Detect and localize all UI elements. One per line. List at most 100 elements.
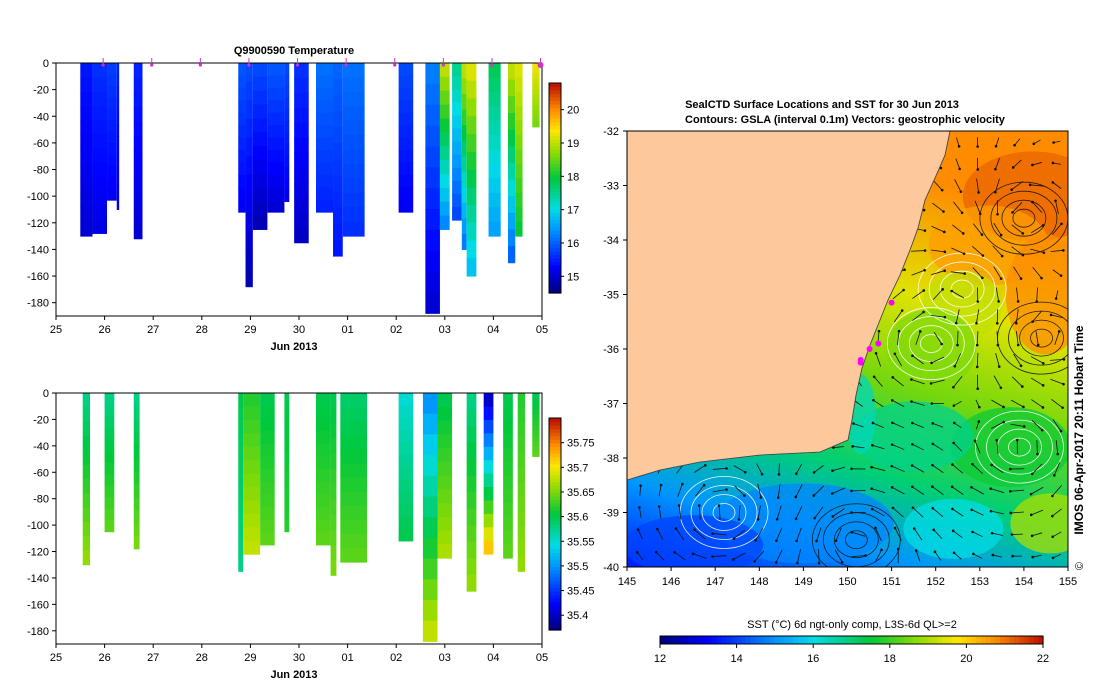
profile-cell xyxy=(515,135,523,151)
vector-head xyxy=(870,487,873,490)
profile-cell xyxy=(398,137,414,151)
profile-cell xyxy=(316,112,334,126)
profile-cell xyxy=(461,233,467,250)
profile-cell xyxy=(80,91,93,107)
vector-head xyxy=(775,517,779,521)
velocity-vector xyxy=(932,289,943,300)
velocity-vector xyxy=(892,507,904,518)
y-tick-label: -120 xyxy=(27,218,49,230)
profile-cell xyxy=(267,125,285,139)
colorbar-segment xyxy=(549,272,561,277)
vector-head xyxy=(870,507,874,511)
profile-cell xyxy=(294,77,309,94)
colorbar-segment xyxy=(549,605,561,610)
colorbar-segment xyxy=(549,421,561,426)
profile-cell xyxy=(461,140,467,157)
profile-cell xyxy=(532,116,540,123)
velocity-vector xyxy=(912,422,924,428)
profile-cell xyxy=(252,118,268,133)
salinity-x-ticks: 25 26 27 28 29 30 01 02 03 04 05 xyxy=(50,644,548,664)
salinity-profiles xyxy=(82,393,540,642)
y-tick-label: -80 xyxy=(33,494,49,506)
profile-cell xyxy=(515,207,523,223)
vector-head xyxy=(1054,297,1058,300)
profile-cell xyxy=(517,511,525,528)
colorbar-segment xyxy=(736,636,742,644)
vector-head xyxy=(1008,467,1012,471)
profile-cell xyxy=(342,221,365,237)
velocity-vector xyxy=(931,270,945,276)
velocity-vector xyxy=(813,465,824,473)
colorbar-segment xyxy=(549,541,561,546)
profile-cell xyxy=(82,550,91,566)
velocity-vector xyxy=(912,311,924,321)
profile-cell xyxy=(532,105,540,112)
vector-head xyxy=(880,548,883,552)
profile-cell xyxy=(133,63,143,79)
vector-head xyxy=(1031,163,1034,167)
colorbar-segment xyxy=(549,587,561,592)
profile-cell xyxy=(260,418,275,432)
profile-cell xyxy=(133,496,140,511)
colorbar-segment xyxy=(549,254,561,259)
profile-cell xyxy=(342,63,365,78)
velocity-vector xyxy=(891,465,905,473)
profile-cell xyxy=(80,106,93,122)
profile-cell xyxy=(238,467,244,483)
vector-head xyxy=(890,486,894,489)
velocity-vector xyxy=(871,488,886,494)
profile-cell xyxy=(267,162,285,176)
vector-head xyxy=(922,310,925,314)
profile-cell xyxy=(439,132,450,147)
profile-cell xyxy=(340,421,368,436)
profile-cell xyxy=(488,77,501,93)
profile-cell xyxy=(107,165,117,178)
colorbar-tick-label: 14 xyxy=(730,653,742,665)
profile-cell xyxy=(532,419,540,426)
vector-head xyxy=(942,210,945,213)
velocity-vector xyxy=(718,505,721,520)
colorbar-segment xyxy=(549,552,561,557)
profile-cell xyxy=(488,106,501,122)
vector-head xyxy=(1029,513,1033,517)
velocity-vector xyxy=(872,422,885,429)
velocity-vector xyxy=(755,528,764,541)
profile-cell xyxy=(439,146,450,161)
profile-cell xyxy=(517,407,525,424)
profile-cell xyxy=(104,497,115,510)
profile-cell xyxy=(422,475,438,497)
profile-cell xyxy=(92,119,108,135)
velocity-vector xyxy=(636,552,644,561)
profile-cell xyxy=(294,63,309,79)
y-tick-label: -40 xyxy=(33,441,49,453)
profile-cell xyxy=(238,422,244,439)
vector-head xyxy=(1054,199,1057,203)
vector-head xyxy=(877,329,881,333)
velocity-vector xyxy=(972,223,983,235)
colorbar-segment xyxy=(549,608,561,613)
colorbar-segment xyxy=(549,219,561,224)
vector-head xyxy=(996,212,999,216)
profile-cell xyxy=(466,393,477,411)
profile-cell xyxy=(316,430,331,445)
velocity-vector xyxy=(694,464,706,473)
sst-patch xyxy=(627,515,764,567)
velocity-vector xyxy=(1055,200,1059,214)
profile-cell xyxy=(92,162,108,178)
vector-head xyxy=(1057,330,1061,333)
colorbar-segment xyxy=(549,286,561,291)
cast-marker xyxy=(537,62,544,68)
map-subtitle: Contours: GSLA (interval 0.1m) Vectors: … xyxy=(685,114,1006,126)
colorbar-segment xyxy=(549,509,561,514)
profile-cell xyxy=(92,91,108,107)
velocity-vector xyxy=(975,399,980,408)
velocity-vector xyxy=(1031,399,1044,408)
vector-head xyxy=(995,438,999,442)
colorbar-segment xyxy=(549,538,561,543)
profile-cell xyxy=(452,193,462,208)
velocity-vector xyxy=(1051,314,1063,319)
seal-location-marker xyxy=(888,299,895,306)
velocity-vector xyxy=(953,442,963,452)
profile-cell xyxy=(133,224,143,240)
profile-cell xyxy=(398,112,414,126)
